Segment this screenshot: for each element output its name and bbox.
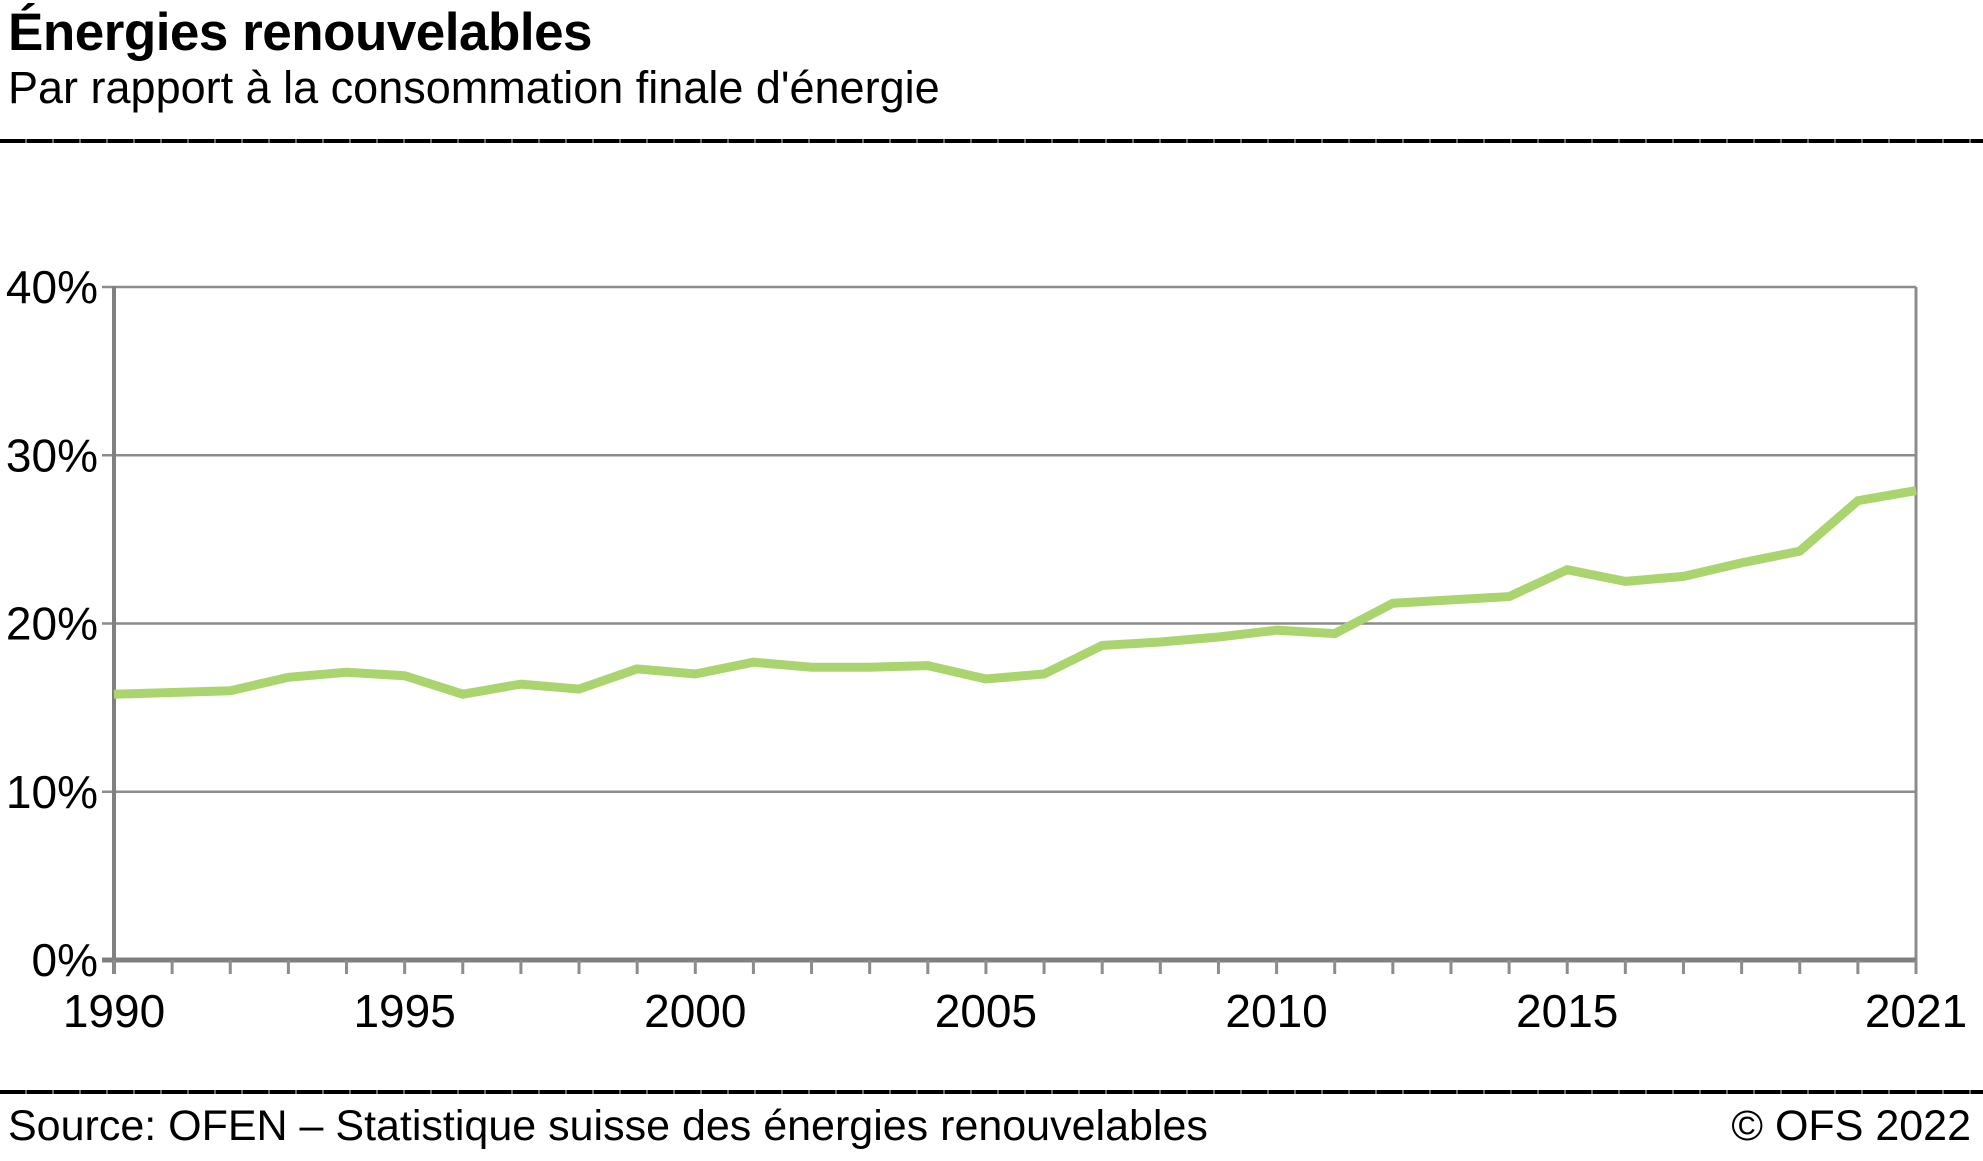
header-divider (0, 139, 1983, 143)
copyright-note: © OFS 2022 (1731, 1102, 1971, 1150)
page-title: Énergies renouvelables (8, 3, 593, 62)
x-tick-label-1995: 1995 (353, 985, 455, 1037)
page-subtitle: Par rapport à la consommation finale d'é… (8, 62, 940, 113)
x-tick-label-2015: 2015 (1516, 985, 1618, 1037)
x-tick-label-1990: 1990 (63, 985, 165, 1037)
x-tick-label-2000: 2000 (644, 985, 746, 1037)
series-line-0 (113, 486, 1917, 699)
x-tick-label-2010: 2010 (1225, 985, 1327, 1037)
y-tick-label-0: 0% (32, 934, 98, 986)
source-note: Source: OFEN – Statistique suisse des én… (8, 1102, 1208, 1150)
y-tick-label-30: 30% (6, 429, 98, 481)
footer-divider (0, 1090, 1983, 1094)
y-tick-label-20: 20% (6, 598, 98, 650)
y-tick-label-10: 10% (6, 766, 98, 818)
x-tick-label-2021: 2021 (1865, 985, 1967, 1037)
y-tick-label-40: 40% (6, 261, 98, 313)
x-tick-label-2005: 2005 (935, 985, 1037, 1037)
